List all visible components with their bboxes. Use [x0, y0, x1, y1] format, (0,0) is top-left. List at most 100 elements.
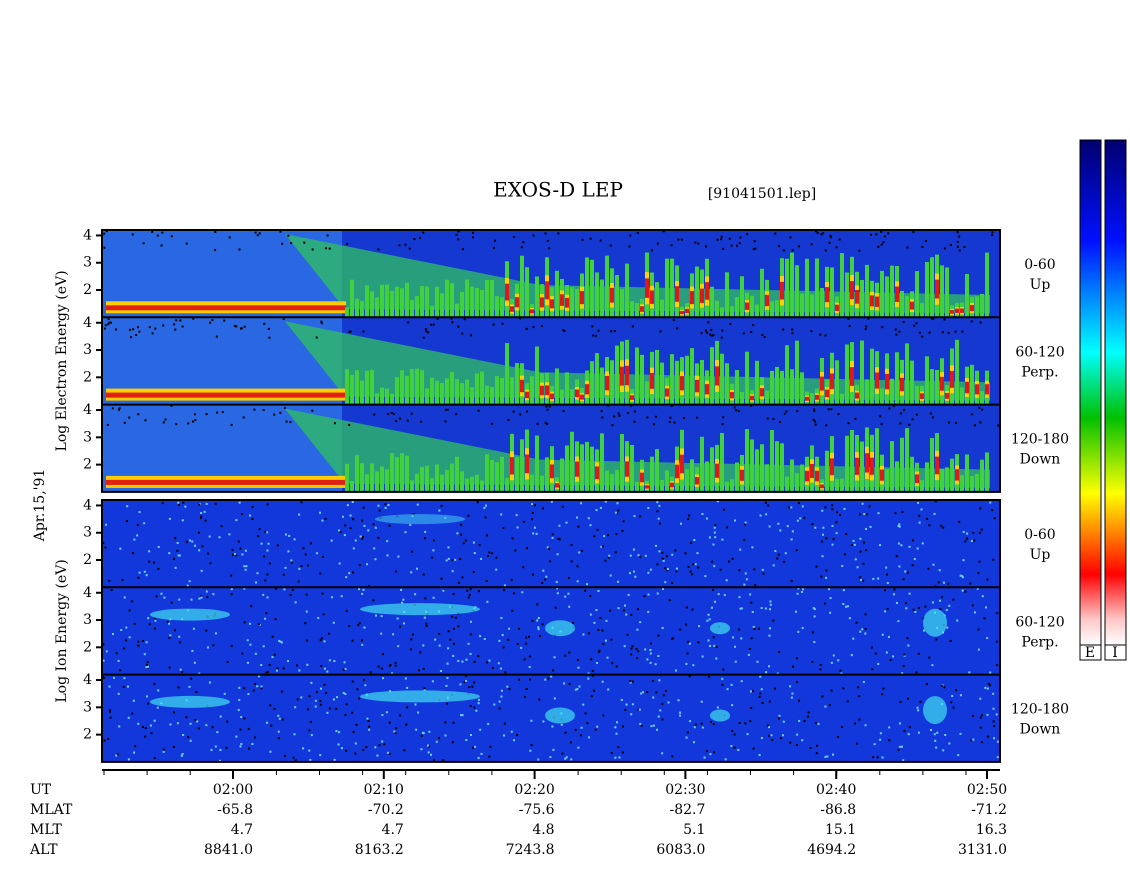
noise [102, 676, 105, 679]
noise [130, 336, 133, 339]
noise [349, 514, 352, 517]
noise [422, 644, 425, 647]
noise [468, 593, 471, 596]
noise [309, 720, 312, 723]
noise [305, 593, 308, 596]
noise [865, 325, 868, 328]
noise [582, 703, 585, 706]
noise [344, 692, 347, 695]
streak [445, 378, 449, 405]
noise [850, 544, 853, 547]
noise [440, 504, 443, 507]
streak [880, 388, 884, 405]
noise [267, 542, 270, 545]
noise [576, 565, 579, 568]
noise [515, 514, 518, 517]
noise [238, 501, 241, 504]
noise [582, 633, 585, 636]
streak [780, 443, 784, 492]
noise [685, 623, 688, 626]
noise [144, 419, 147, 422]
noise [477, 702, 480, 705]
noise [616, 502, 619, 505]
noise [146, 665, 149, 668]
noise [108, 685, 111, 688]
noise [847, 317, 850, 320]
noise [567, 592, 570, 595]
noise [791, 249, 794, 252]
noise [438, 737, 441, 740]
noise [133, 622, 136, 625]
streak [800, 293, 804, 318]
noise [898, 565, 901, 568]
noise [436, 317, 439, 320]
noise [724, 758, 727, 761]
streak [570, 431, 574, 492]
noise [854, 417, 857, 420]
streak [670, 482, 674, 488]
noise [354, 742, 357, 745]
noise [143, 570, 146, 573]
noise [825, 537, 828, 540]
noise [880, 423, 883, 426]
noise [759, 675, 762, 678]
noise [105, 650, 108, 653]
noise [457, 325, 460, 328]
streak [780, 281, 784, 300]
noise [422, 336, 425, 339]
streak [795, 473, 799, 492]
streak [410, 480, 414, 492]
x-tick-label: 02:30 [665, 782, 705, 798]
noise [716, 706, 719, 709]
noise [102, 643, 105, 646]
noise [132, 328, 135, 331]
noise [457, 238, 460, 241]
noise [358, 564, 361, 567]
noise [611, 662, 614, 665]
noise [870, 646, 873, 649]
noise [145, 574, 148, 577]
streak [640, 354, 644, 405]
noise [451, 570, 454, 573]
noise [405, 723, 408, 726]
noise [749, 720, 752, 723]
noise [342, 691, 345, 694]
noise [800, 590, 803, 593]
noise [372, 523, 375, 526]
noise [816, 744, 819, 747]
noise [457, 659, 460, 662]
streak [740, 469, 744, 481]
streak [595, 466, 599, 480]
noise [531, 518, 534, 521]
streak [550, 464, 554, 479]
noise [595, 609, 598, 612]
y-tick-label: 3 [83, 342, 92, 358]
noise [984, 686, 987, 689]
streak [465, 279, 469, 318]
noise [173, 711, 176, 714]
y-tick-label: 4 [83, 315, 92, 331]
y-tick-label: 2 [83, 727, 92, 743]
streak [915, 271, 919, 318]
channel-range: 120-180 [1011, 702, 1069, 718]
streak [865, 379, 869, 405]
noise [693, 726, 696, 729]
noise [935, 746, 938, 749]
noise [858, 513, 861, 516]
noise [796, 657, 799, 660]
streak [795, 265, 799, 318]
noise [383, 743, 386, 746]
streak [385, 388, 389, 405]
noise [860, 579, 863, 582]
noise [240, 512, 243, 515]
noise [864, 632, 867, 635]
noise [616, 512, 619, 515]
colorbar-label: E [1085, 645, 1095, 661]
noise [187, 736, 190, 739]
noise [399, 714, 402, 717]
noise [836, 511, 839, 514]
noise [632, 548, 635, 551]
noise [546, 239, 549, 242]
noise [191, 649, 194, 652]
noise [352, 571, 355, 574]
